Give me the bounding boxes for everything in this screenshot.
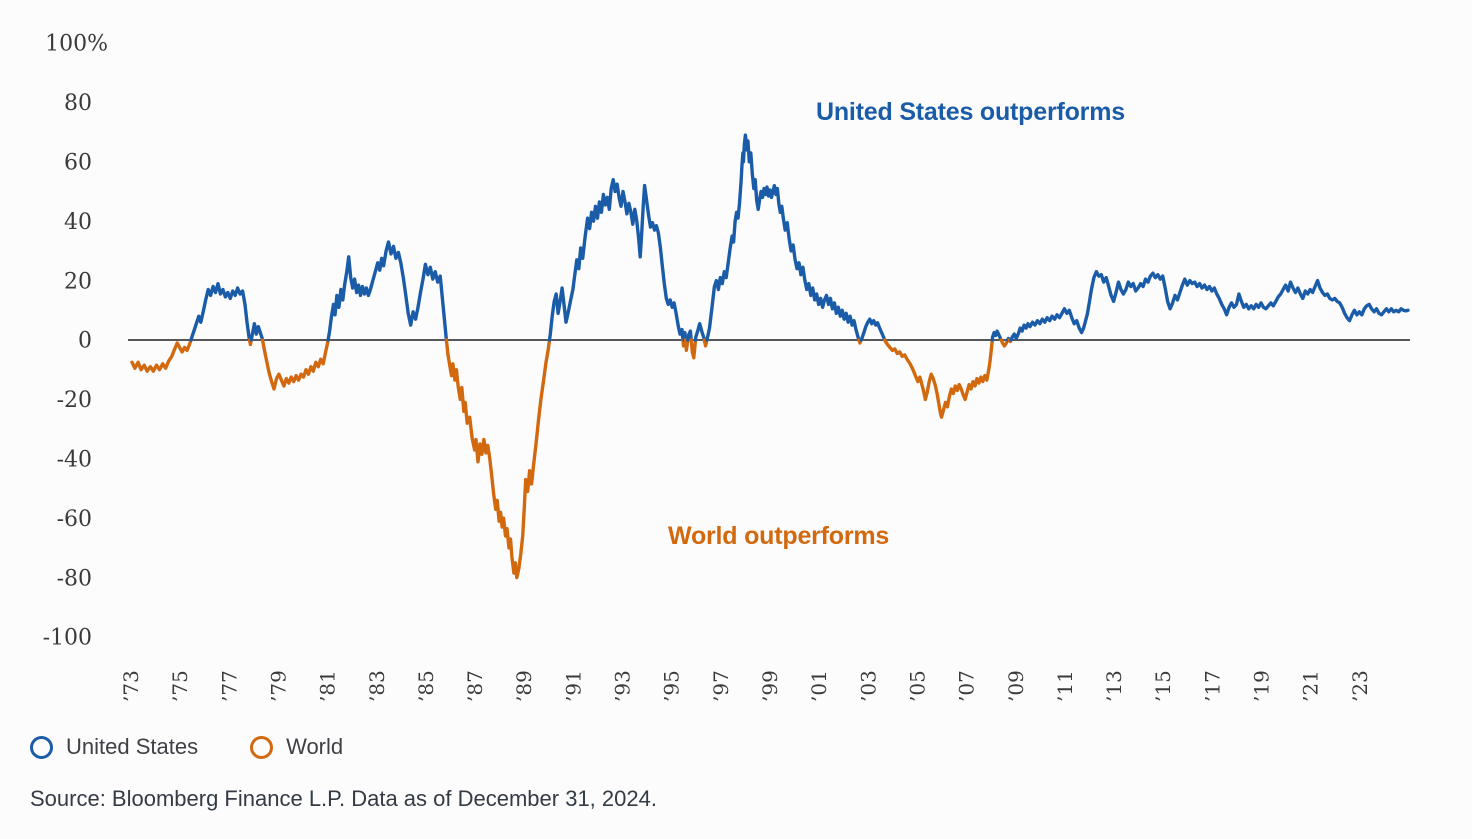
annotation-world-outperforms: World outperforms xyxy=(668,522,889,550)
y-tick-label: -20 xyxy=(57,388,92,413)
y-tick-label: 20 xyxy=(64,269,92,294)
x-tick-label: ’91 xyxy=(561,670,585,702)
performance-line xyxy=(130,133,1410,580)
line-segment-world-outperforms xyxy=(444,338,552,580)
y-tick-label: -40 xyxy=(57,448,92,473)
legend-item-world: World xyxy=(250,734,343,760)
y-tick-label: -100 xyxy=(43,626,92,651)
line-segment-us-outperforms xyxy=(249,322,265,342)
x-tick-label: ’85 xyxy=(414,670,438,702)
line-segment-us-outperforms xyxy=(1009,270,1410,342)
y-tick-label: 40 xyxy=(64,210,92,235)
line-segment-us-outperforms xyxy=(990,329,1003,342)
x-tick-label: ’89 xyxy=(512,670,536,702)
world-legend-marker-icon xyxy=(250,735,274,759)
x-tick-label: ’01 xyxy=(807,670,831,702)
line-segment-us-outperforms xyxy=(693,322,706,342)
line-segment-world-outperforms xyxy=(702,338,709,348)
x-tick-label: ’95 xyxy=(660,670,684,702)
line-segment-us-outperforms xyxy=(705,133,861,342)
x-tick-label: ’15 xyxy=(1151,670,1175,702)
line-segment-us-outperforms xyxy=(326,240,449,342)
x-tick-label: ’77 xyxy=(217,670,241,702)
x-tick-label: ’05 xyxy=(905,670,929,702)
y-tick-label: -80 xyxy=(57,566,92,591)
x-tick-label: ’23 xyxy=(1348,670,1372,702)
x-tick-label: ’21 xyxy=(1299,670,1323,702)
x-tick-label: ’79 xyxy=(266,670,290,702)
line-segment-us-outperforms xyxy=(547,177,685,342)
line-segment-world-outperforms xyxy=(999,338,1010,348)
y-tick-label: -60 xyxy=(57,507,92,532)
x-tick-label: ’99 xyxy=(758,670,782,702)
line-segment-world-outperforms xyxy=(683,338,690,353)
x-tick-label: ’75 xyxy=(168,670,192,702)
legend-label-world: World xyxy=(286,734,344,759)
line-segment-us-outperforms xyxy=(682,330,688,342)
united-states-legend-marker-icon xyxy=(30,735,53,759)
x-tick-label: ’19 xyxy=(1250,670,1274,702)
x-tick-label: ’07 xyxy=(955,670,979,702)
y-tick-label: 0 xyxy=(78,329,92,354)
line-segment-world-outperforms xyxy=(260,338,330,391)
x-tick-label: ’09 xyxy=(1004,670,1028,702)
x-tick-label: ’83 xyxy=(365,670,389,702)
source-note: Source: Bloomberg Finance L.P. Data as o… xyxy=(30,786,657,811)
x-tick-label: ’17 xyxy=(1200,670,1224,702)
annotation-us-outperforms: United States outperforms xyxy=(816,98,1125,126)
x-tick-label: ’87 xyxy=(463,670,487,702)
line-segment-us-outperforms xyxy=(859,317,887,342)
y-axis-tick-labels: 100% 80 60 40 20 0 -20 -40 -60 -80 -100 xyxy=(43,32,108,651)
line-segment-world-outperforms xyxy=(883,338,994,419)
x-tick-label: ’81 xyxy=(316,670,340,702)
x-tick-label: ’97 xyxy=(709,670,733,702)
x-tick-label: ’93 xyxy=(611,670,635,702)
line-segment-us-outperforms xyxy=(189,281,252,342)
line-segment-world-outperforms xyxy=(689,338,698,360)
y-tick-label: 60 xyxy=(64,151,92,176)
y-tick-label: 80 xyxy=(64,91,92,116)
line-segment-world-outperforms xyxy=(130,338,193,373)
x-tick-label: ’73 xyxy=(119,670,143,702)
x-tick-label: ’13 xyxy=(1102,670,1126,702)
x-tick-label: ’11 xyxy=(1053,670,1077,702)
line-segment-us-outperforms xyxy=(686,329,693,342)
legend: United States World xyxy=(30,734,343,760)
legend-label-united-states: United States xyxy=(66,734,199,759)
legend-item-united-states: United States xyxy=(30,734,198,760)
x-tick-label: ’03 xyxy=(856,670,880,702)
line-segment-world-outperforms xyxy=(681,338,686,348)
x-axis-tick-labels: ’73 ’75 ’77 ’79 ’81 ’83 ’85 ’87 ’89 ’91 ’93 ’95 ’97 ’… xyxy=(119,670,1372,702)
y-tick-label: 100% xyxy=(45,32,108,57)
